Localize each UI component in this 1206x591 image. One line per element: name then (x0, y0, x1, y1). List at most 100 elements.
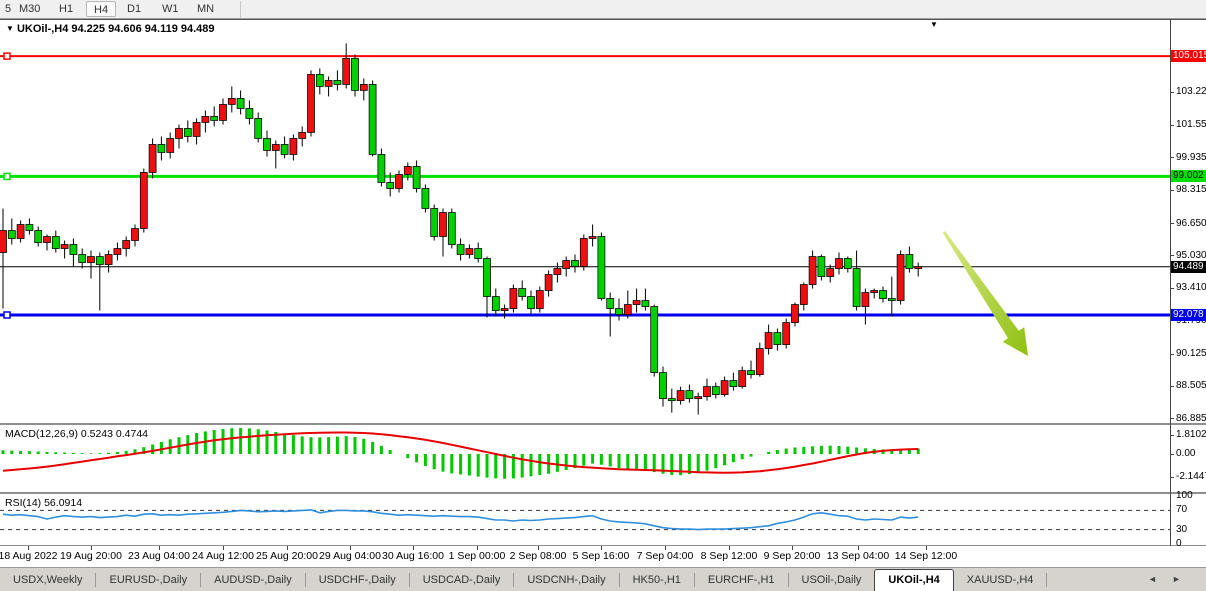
bull-candle (755, 348, 764, 375)
bear-candle (254, 118, 263, 139)
time-tick-mark (223, 546, 224, 550)
time-label: 5 Sep 16:00 (572, 550, 630, 562)
bull-candle (166, 138, 175, 153)
toolbar-separator (240, 1, 241, 18)
bear-candle (887, 298, 896, 301)
green-support-line-handle[interactable] (3, 172, 11, 181)
bear-candle (377, 154, 386, 183)
bear-candle (527, 296, 535, 309)
price-tick-mark (1170, 124, 1174, 126)
macd-tick-label: -2.1447 (1176, 470, 1206, 482)
bull-candle (324, 80, 333, 87)
bear-candle (34, 230, 43, 243)
resistance-line-handle[interactable] (3, 52, 11, 60)
tab-hk50-h1[interactable]: HK50-,H1 (632, 574, 681, 586)
bull-candle (219, 104, 227, 121)
tab-ukoil-h4[interactable]: UKOil-,H4 (874, 569, 954, 591)
price-tick-mark (1170, 385, 1174, 387)
timeframe-w1-button[interactable]: W1 (162, 3, 179, 15)
trend-annotation-arrow[interactable] (942, 231, 1028, 356)
bear-candle (491, 296, 500, 311)
tab-usoil-daily[interactable]: USOil-,Daily (801, 574, 862, 586)
blue-support-line-handle[interactable] (3, 311, 11, 319)
chart-shift-marker-icon[interactable]: ▼ (930, 20, 938, 29)
price-tick-label: 95.030 (1176, 249, 1206, 261)
bull-candle (826, 268, 835, 277)
time-label: 9 Sep 20:00 (763, 550, 821, 562)
tab-scroll-right-icon[interactable]: ► (1172, 574, 1181, 584)
bull-candle (131, 228, 139, 241)
timeframe-m30-button[interactable]: M30 (19, 3, 41, 15)
price-tick-label: 93.410 (1176, 282, 1206, 294)
time-label: 2 Sep 08:00 (509, 550, 567, 562)
tab-separator (618, 573, 620, 587)
rsi-label: RSI(14) 56.0914 (5, 497, 83, 509)
bull-candle (553, 268, 562, 275)
time-label: 14 Sep 12:00 (894, 550, 958, 562)
time-tick-mark (729, 546, 730, 550)
macd-indicator-pane[interactable] (0, 425, 1170, 491)
tab-usdchf-daily[interactable]: USDCHF-,Daily (318, 574, 396, 586)
tab-usdx-weekly[interactable]: USDX,Weekly (13, 574, 83, 586)
tab-eurusd-daily[interactable]: EURUSD-,Daily (109, 574, 188, 586)
price-tick-mark (1170, 287, 1174, 289)
tab-xauusd-h4[interactable]: XAUUSD-,H4 (966, 574, 1034, 586)
bear-candle (747, 370, 755, 375)
timeframe-m5-button[interactable]: 5 (5, 3, 12, 15)
bull-candle (395, 174, 403, 189)
time-tick-mark (601, 546, 602, 550)
tab-eurchf-h1[interactable]: EURCHF-,H1 (707, 574, 775, 586)
macd-tick-mark (1170, 476, 1174, 478)
tab-audusd-daily[interactable]: AUDUSD-,Daily (214, 574, 292, 586)
tab-separator (787, 573, 789, 587)
timeframe-h4-button[interactable]: H4 (86, 1, 117, 17)
bull-candle (703, 386, 711, 397)
rsi-tick-label: 70 (1176, 504, 1188, 516)
time-tick-mark (926, 546, 927, 550)
bear-candle (729, 380, 738, 387)
bear-candle (351, 58, 359, 91)
macd-label: MACD(12,26,9) 0.5243 0.4744 (5, 428, 149, 440)
price-tick-label: 98.315 (1176, 184, 1206, 196)
bear-candle (386, 182, 395, 189)
price-tick-label: 88.505 (1176, 380, 1206, 392)
tab-usdcad-daily[interactable]: USDCAD-,Daily (422, 574, 501, 586)
price-tick-mark (1170, 91, 1174, 93)
bull-candle (808, 256, 817, 285)
main-price-chart[interactable] (0, 20, 1170, 424)
time-label: 23 Aug 04:00 (128, 550, 190, 562)
time-label: 13 Sep 04:00 (826, 550, 890, 562)
bear-candle (421, 188, 430, 209)
rsi-tick-label: 0 (1176, 538, 1182, 549)
timeframe-h1-button[interactable]: H1 (59, 3, 74, 15)
bull-candle (720, 380, 729, 395)
price-line-chip: 99.002 (1171, 170, 1206, 183)
pane-separator[interactable] (0, 423, 1206, 425)
bear-candle (368, 84, 377, 155)
price-tick-label: 90.125 (1176, 348, 1206, 360)
chart-title-text: UKOil-,H4 94.225 94.606 94.119 94.489 (16, 23, 215, 35)
timeframe-d1-button[interactable]: D1 (127, 3, 142, 15)
bull-candle (43, 236, 51, 243)
rsi-indicator-pane[interactable] (0, 494, 1170, 545)
tab-separator (200, 573, 202, 587)
bull-candle (738, 370, 747, 387)
bear-candle (615, 308, 623, 315)
tab-usdcnh-daily[interactable]: USDCNH-,Daily (527, 574, 606, 586)
price-tick-mark (1170, 157, 1174, 159)
pane-separator[interactable] (0, 492, 1206, 494)
bull-candle (623, 304, 632, 315)
tab-separator (304, 573, 306, 587)
price-tick-label: 99.935 (1176, 151, 1206, 163)
time-label: 7 Sep 04:00 (636, 550, 694, 562)
symbol-dropdown-icon[interactable]: ▼ (6, 24, 14, 33)
bull-candle (175, 128, 183, 139)
time-label: 25 Aug 20:00 (256, 550, 318, 562)
bear-candle (641, 300, 650, 307)
time-axis[interactable]: 18 Aug 2022 19 Aug 20:00 23 Aug 04:00 24 Au… (0, 546, 1206, 567)
timeframe-mn-button[interactable]: MN (197, 3, 215, 15)
bull-candle (896, 254, 905, 301)
bear-candle (78, 254, 87, 263)
tab-scroll-left-icon[interactable]: ◄ (1148, 574, 1157, 584)
